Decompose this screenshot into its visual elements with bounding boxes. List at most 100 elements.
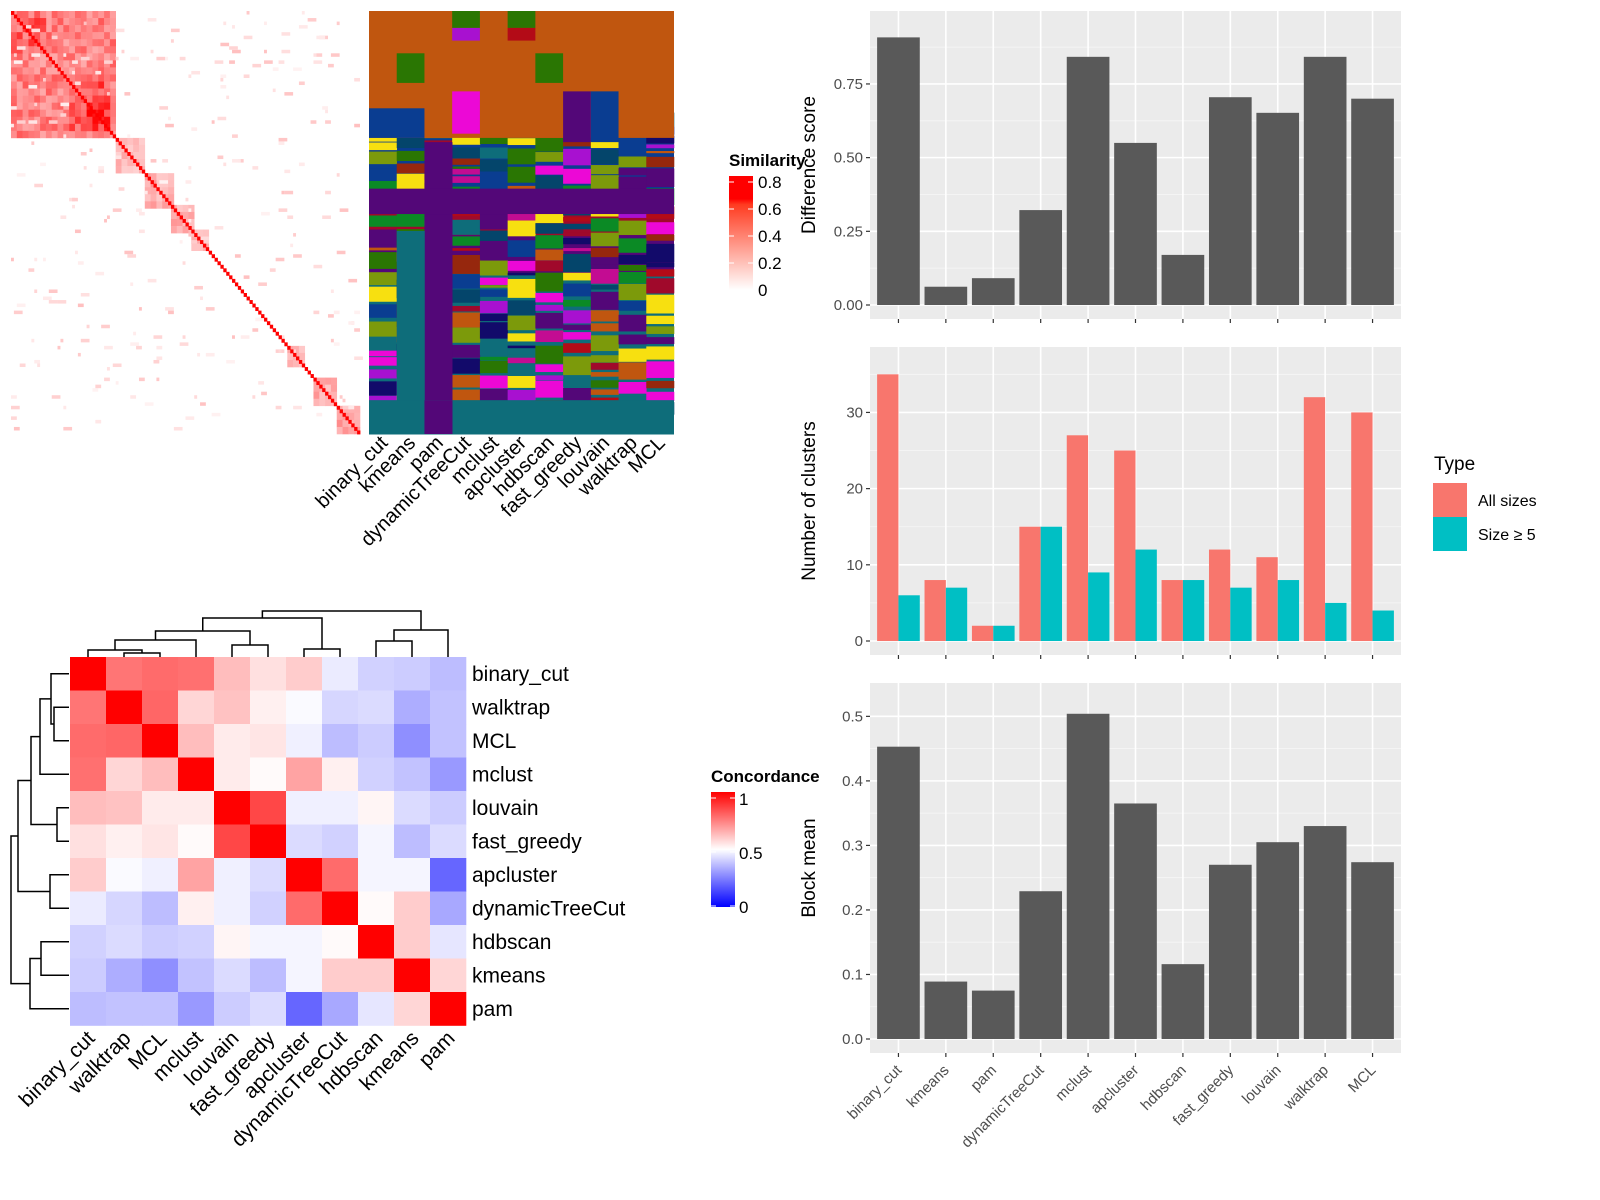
similarity-cell bbox=[16, 32, 23, 40]
type-legend-title: Type bbox=[1434, 454, 1475, 475]
partition-cell bbox=[618, 136, 647, 155]
partition-cell bbox=[646, 144, 675, 149]
concordance-cell bbox=[214, 958, 251, 993]
similarity-cell bbox=[176, 226, 183, 234]
similarity-diagonal-cell bbox=[25, 28, 29, 33]
similarity-cell bbox=[40, 88, 47, 96]
similarity-diagonal-cell bbox=[232, 278, 236, 283]
similarity-cell bbox=[115, 155, 122, 160]
similarity-cell bbox=[13, 60, 23, 64]
similarity-cell bbox=[34, 81, 41, 89]
bar-all-sizes bbox=[1066, 435, 1089, 641]
concordance-row-label: louvain bbox=[472, 797, 539, 820]
similarity-diagonal-cell bbox=[229, 275, 233, 280]
similarity-cell bbox=[182, 204, 189, 213]
similarity-cell bbox=[194, 395, 198, 399]
similarity-cell bbox=[269, 268, 276, 272]
similarity-cell bbox=[293, 254, 302, 258]
similarity-cell bbox=[86, 116, 93, 125]
similarity-cell bbox=[104, 377, 110, 382]
concordance-cell bbox=[70, 724, 107, 758]
similarity-cell bbox=[147, 278, 157, 283]
similarity-cell bbox=[22, 32, 29, 40]
concordance-cell bbox=[178, 724, 215, 758]
similarity-cell bbox=[232, 25, 235, 29]
partition-cell bbox=[507, 138, 536, 146]
concordance-cell bbox=[142, 925, 179, 959]
similarity-legend-tick: 0 bbox=[758, 281, 767, 300]
similarity-cell bbox=[34, 257, 38, 262]
similarity-cell bbox=[109, 39, 116, 47]
dendrogram-branch bbox=[375, 640, 413, 657]
concordance-cell bbox=[106, 858, 143, 892]
similarity-cell bbox=[284, 190, 294, 195]
partition-cell bbox=[646, 168, 675, 188]
similarity-cell bbox=[284, 169, 291, 174]
partition-cell bbox=[479, 289, 508, 297]
similarity-cell bbox=[348, 405, 355, 410]
concordance-cell bbox=[430, 724, 467, 758]
similarity-cell bbox=[92, 123, 99, 132]
y-tick-label: 0.50 bbox=[834, 150, 863, 167]
similarity-cell bbox=[28, 60, 35, 68]
bar bbox=[1161, 964, 1205, 1039]
similarity-cell bbox=[127, 134, 131, 138]
concordance-legend: Concordance 1 0.5 0 bbox=[711, 767, 820, 917]
similarity-diagonal-cell bbox=[138, 166, 143, 171]
partition-cell bbox=[618, 156, 647, 168]
partition-cell bbox=[452, 11, 480, 28]
similarity-cell bbox=[69, 95, 76, 103]
similarity-cell bbox=[42, 77, 46, 82]
similarity-cell bbox=[328, 314, 334, 318]
concordance-cell bbox=[430, 891, 467, 926]
similarity-diagonal-cell bbox=[185, 222, 189, 227]
dendrogram-branch bbox=[303, 648, 341, 657]
similarity-cell bbox=[86, 46, 93, 54]
partition-cell bbox=[369, 272, 398, 286]
partition-cell bbox=[590, 257, 619, 265]
similarity-cell bbox=[57, 123, 64, 132]
partition-cell bbox=[369, 247, 398, 251]
partition-cell bbox=[369, 339, 398, 350]
similarity-diagonal-cell bbox=[34, 39, 38, 44]
similarity-cell bbox=[42, 257, 46, 262]
similarity-cell bbox=[330, 391, 338, 400]
partition-cell bbox=[590, 141, 619, 149]
similarity-cell bbox=[48, 120, 58, 124]
x-tick-label: dynamicTreeCut bbox=[958, 1061, 1048, 1151]
partition-cell bbox=[479, 285, 508, 288]
partition-cell bbox=[479, 300, 508, 314]
similarity-cell bbox=[272, 67, 279, 71]
similarity-diagonal-cell bbox=[188, 226, 192, 230]
concordance-cell bbox=[322, 992, 359, 1026]
concordance-cell bbox=[358, 891, 395, 926]
concordance-cell bbox=[70, 690, 107, 725]
similarity-cell bbox=[69, 116, 76, 125]
similarity-cell bbox=[74, 67, 82, 75]
concordance-cell bbox=[106, 791, 143, 825]
bar-size-ge-5 bbox=[1277, 580, 1300, 641]
similarity-cell bbox=[298, 162, 305, 167]
similarity-cell bbox=[72, 70, 75, 75]
concordance-cell bbox=[286, 657, 323, 691]
bar-size-ge-5 bbox=[1040, 526, 1063, 641]
similarity-cell bbox=[77, 303, 84, 308]
partition-cell bbox=[590, 91, 619, 143]
similarity-diagonal-cell bbox=[104, 123, 108, 128]
partition-cell bbox=[369, 151, 398, 165]
partition-cell bbox=[535, 375, 564, 381]
similarity-cell bbox=[22, 25, 32, 29]
partition-cell bbox=[479, 375, 508, 389]
similarity-cell bbox=[104, 109, 111, 118]
similarity-cell bbox=[223, 162, 227, 167]
similarity-cell bbox=[16, 88, 23, 96]
partition-cell bbox=[563, 324, 592, 331]
similarity-cell bbox=[57, 18, 64, 26]
similarity-cell bbox=[57, 95, 64, 103]
similarity-cell bbox=[60, 215, 67, 219]
similarity-diagonal-cell bbox=[121, 144, 125, 149]
similarity-cell bbox=[13, 310, 23, 315]
similarity-diagonal-cell bbox=[258, 310, 262, 315]
similarity-diagonal-cell bbox=[243, 293, 247, 297]
similarity-cell bbox=[118, 187, 125, 191]
